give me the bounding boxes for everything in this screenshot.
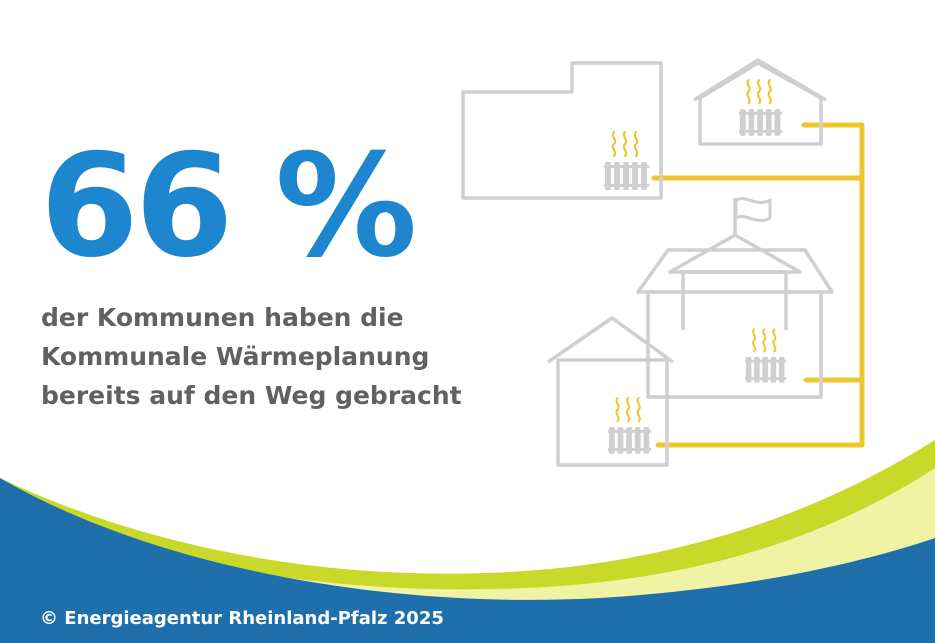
radiator-icon	[744, 328, 788, 384]
copyright-notice: © Energieagentur Rheinland-Pfalz 2025	[40, 608, 444, 629]
heat-network-illustration	[461, 58, 865, 467]
flag-icon	[734, 197, 772, 223]
description-line: der Kommunen haben die	[41, 303, 404, 332]
description-line: bereits auf den Weg gebracht	[41, 381, 462, 410]
description-text: der Kommunen haben die Kommunale Wärmepl…	[41, 298, 481, 415]
radiator-icon	[738, 79, 784, 137]
percentage-headline: 66 %	[40, 124, 417, 289]
radiator-icon	[603, 130, 651, 192]
bottom-wave	[0, 440, 935, 643]
description-line: Kommunale Wärmeplanung	[41, 342, 430, 371]
radiator-icon	[607, 397, 653, 455]
